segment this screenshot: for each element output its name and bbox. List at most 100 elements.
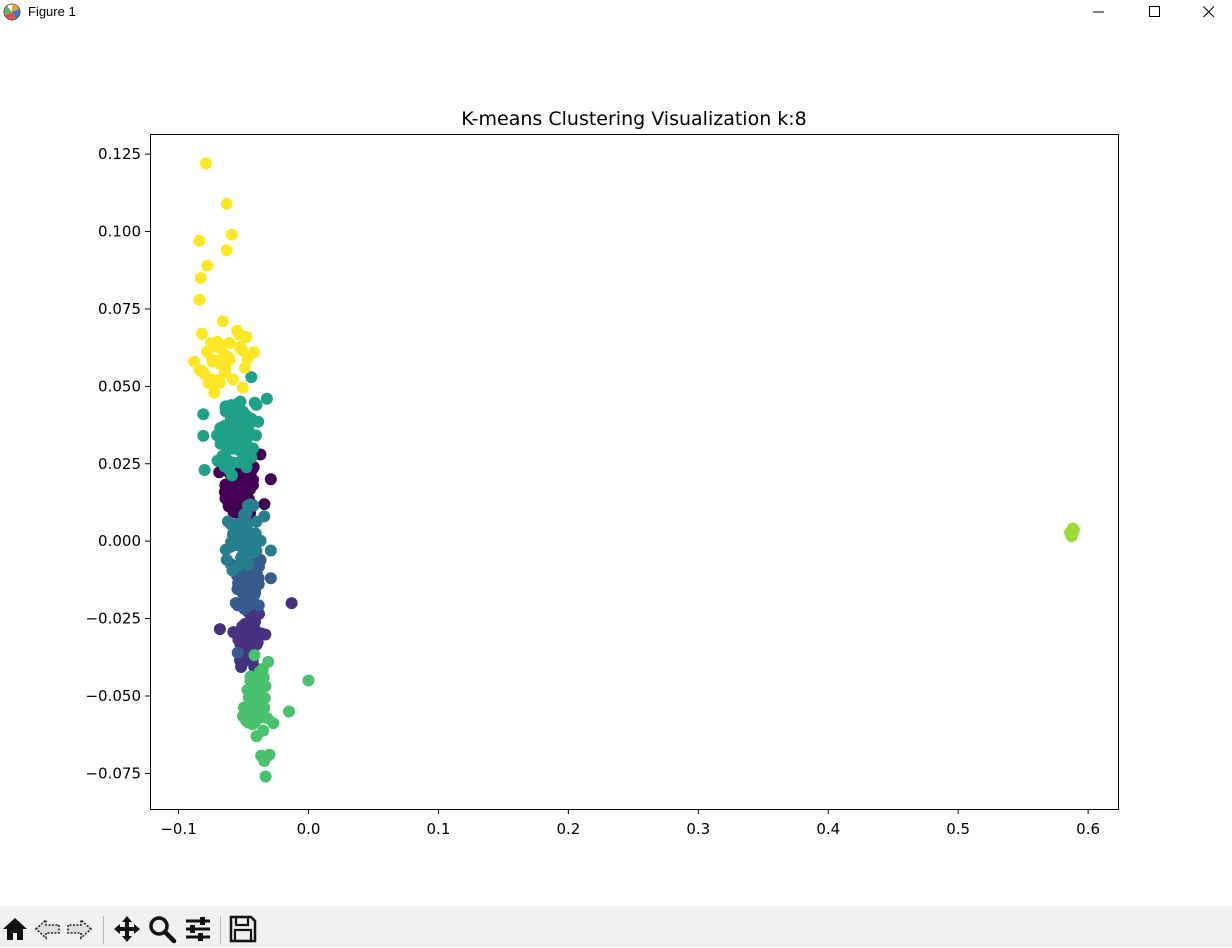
scatter-point-cluster-0: [224, 501, 237, 514]
scatter-point-cluster-1: [227, 626, 240, 639]
matplotlib-logo-icon: [3, 3, 21, 21]
y-tick-label: 0.100: [98, 223, 141, 241]
y-tick-label: −0.025: [85, 610, 141, 628]
axis-layer: −0.1 0.0 0.1 0.2 0.3 0.4 0.5 0.6 −0.075 −0.050 −0.…: [85, 145, 1100, 838]
y-tick-label: 0.025: [98, 455, 141, 473]
chart-title: K-means Clustering Visualization k:8: [461, 108, 807, 130]
scatter-point-cluster-5: [240, 714, 253, 727]
scatter-point-cluster-5: [253, 700, 266, 713]
scatter-point-cluster-7: [216, 315, 229, 328]
scatter-point-cluster-7: [220, 197, 233, 210]
sliders-icon: [186, 917, 210, 941]
scatter-point-cluster-5: [248, 649, 261, 662]
scatter-point-cluster-4: [214, 437, 227, 450]
scatter-point-cluster-7: [220, 244, 233, 257]
left-arrow-icon: [34, 918, 60, 940]
window-title: Figure 1: [28, 4, 76, 19]
scatter-point-cluster-4: [239, 429, 252, 442]
scatter-point-cluster-7: [193, 293, 206, 306]
scatter-point-cluster-3: [254, 534, 267, 547]
back-button[interactable]: [33, 914, 63, 944]
scatter-point-cluster-7: [238, 361, 251, 374]
scatter-point-cluster-7: [231, 324, 244, 337]
scatter-point-cluster-4: [245, 371, 258, 384]
configure-subplots-button[interactable]: [183, 914, 213, 944]
close-icon: [1203, 6, 1215, 18]
floppy-disk-icon: [229, 915, 257, 943]
scatter-point-cluster-3: [264, 544, 277, 557]
scatter-point-cluster-1: [250, 609, 263, 622]
scatter-point-cluster-4: [228, 414, 241, 427]
scatter-point-cluster-7: [196, 364, 208, 377]
scatter-point-cluster-7: [211, 374, 224, 387]
move-icon: [114, 916, 140, 942]
scatter-point-cluster-5: [258, 755, 271, 767]
scatter-point-cluster-7: [202, 377, 215, 390]
scatter-point-cluster-7: [194, 272, 207, 284]
scatter-point-cluster-4: [243, 446, 256, 459]
scatter-point-cluster-5: [267, 717, 280, 730]
scatter-point-cluster-4: [240, 461, 253, 474]
zoom-button[interactable]: [147, 914, 177, 944]
scatter-point-cluster-3: [247, 499, 260, 512]
x-tick-label: 0.0: [297, 820, 321, 838]
scatter-point-cluster-5: [250, 730, 263, 743]
scatter-point-cluster-7: [235, 343, 247, 356]
scatter-point-cluster-4: [237, 420, 250, 432]
toolbar-separator: [220, 916, 221, 944]
scatter-point-cluster-2: [248, 589, 261, 602]
scatter-point-cluster-4: [250, 398, 263, 411]
scatter-point-cluster-7: [240, 331, 253, 343]
x-tick-label: 0.2: [556, 820, 580, 838]
right-arrow-icon: [67, 918, 93, 940]
scatter-point-cluster-3: [238, 508, 251, 521]
scatter-point-cluster-7: [236, 381, 249, 394]
x-tick-label: 0.3: [686, 820, 710, 838]
forward-button[interactable]: [64, 914, 94, 944]
maximize-icon: [1149, 6, 1160, 17]
magnifier-icon: [149, 916, 177, 944]
scatter-point-cluster-7: [188, 355, 201, 368]
scatter-point-cluster-2: [231, 646, 244, 659]
pan-button[interactable]: [112, 914, 142, 944]
x-tick-label: 0.5: [946, 820, 970, 838]
scatter-point-cluster-5: [242, 699, 255, 712]
home-button[interactable]: [0, 914, 30, 944]
scatter-point-cluster-1: [247, 629, 260, 642]
navigation-toolbar: [0, 906, 1232, 947]
scatter-point-cluster-5: [250, 711, 262, 724]
y-tick-label: 0.075: [98, 300, 141, 318]
scatter-point-cluster-4: [219, 405, 232, 418]
scatter-point-cluster-0: [264, 473, 277, 486]
y-tick-label: 0.050: [98, 377, 141, 395]
scatter-point-cluster-3: [235, 551, 248, 564]
scatter-point-cluster-7: [241, 352, 254, 365]
scatter-point-cluster-1: [237, 655, 250, 668]
window-titlebar: Figure 1: [0, 0, 1232, 24]
scatter-point-cluster-0: [246, 479, 259, 492]
y-tick-label: 0.125: [98, 145, 141, 163]
x-tick-label: 0.1: [427, 820, 451, 838]
scatter-point-cluster-7: [223, 337, 236, 349]
y-tick-label: −0.050: [85, 687, 141, 705]
scatter-point-cluster-2: [231, 582, 244, 595]
save-button[interactable]: [228, 914, 258, 944]
y-tick-label: −0.075: [85, 764, 141, 782]
scatter-point-cluster-5: [244, 670, 257, 683]
scatter-point-cluster-4: [197, 408, 210, 421]
scatter-point-cluster-1: [259, 628, 272, 641]
scatter-point-cluster-5: [259, 680, 272, 693]
home-icon: [3, 918, 27, 940]
scatter-point-cluster-4: [234, 395, 247, 408]
close-button[interactable]: [1186, 0, 1232, 24]
maximize-button[interactable]: [1132, 0, 1178, 24]
scatter-point-cluster-7: [219, 361, 232, 374]
figure-canvas[interactable]: −0.1 0.0 0.1 0.2 0.3 0.4 0.5 0.6 −0.075 −0.050 −0.…: [0, 24, 1232, 906]
scatter-point-cluster-4: [211, 454, 224, 467]
scatter-point-cluster-7: [223, 352, 236, 365]
scatter-point-cluster-7: [225, 228, 238, 241]
scatter-point-cluster-7: [199, 157, 212, 170]
scatter-point-cluster-4: [218, 419, 231, 432]
minimize-button[interactable]: [1076, 0, 1122, 24]
plot-area-frame: [150, 134, 1119, 810]
